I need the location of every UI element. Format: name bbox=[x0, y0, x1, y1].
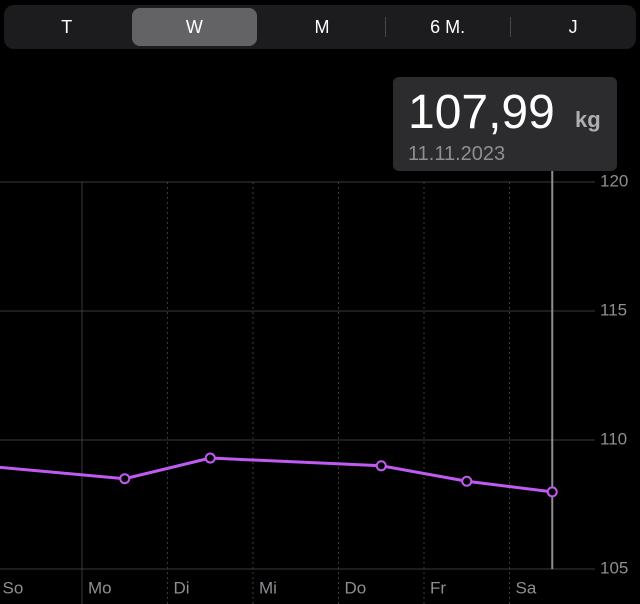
tooltip: 107,99 kg 11.11.2023 bbox=[393, 77, 617, 171]
y-tick-label: 120 bbox=[600, 171, 628, 190]
point bbox=[119, 473, 131, 485]
point bbox=[461, 475, 473, 487]
x-tick-label: So bbox=[3, 578, 24, 597]
y-tick-label: 110 bbox=[600, 429, 627, 448]
line bbox=[0, 456, 553, 494]
tooltip-value: 107,99 bbox=[408, 86, 555, 139]
x-tick-label: Di bbox=[174, 578, 190, 597]
y-tick-label: 115 bbox=[600, 300, 627, 319]
point bbox=[375, 460, 387, 472]
tooltip-date: 11.11.2023 bbox=[408, 143, 506, 165]
x-tick-label: Sa bbox=[516, 578, 537, 597]
segment-selected[interactable]: W bbox=[131, 8, 258, 46]
segment[interactable]: 6 M. bbox=[384, 5, 511, 49]
point bbox=[546, 486, 558, 498]
x-tick-label: Do bbox=[345, 578, 367, 597]
x-tick-label: Mo bbox=[88, 578, 112, 597]
y-tick-label: 105 bbox=[600, 558, 628, 577]
point bbox=[204, 452, 216, 464]
tooltip-unit: kg bbox=[575, 107, 601, 132]
segment[interactable]: J bbox=[510, 5, 636, 49]
plot bbox=[0, 171, 558, 569]
x-tick-label: Fr bbox=[430, 578, 446, 597]
segment[interactable]: T bbox=[61, 16, 73, 37]
x-tick-label: Mi bbox=[259, 578, 277, 597]
segment[interactable]: M bbox=[314, 16, 330, 37]
segmented-control: T W M 6 M. J bbox=[4, 5, 636, 49]
